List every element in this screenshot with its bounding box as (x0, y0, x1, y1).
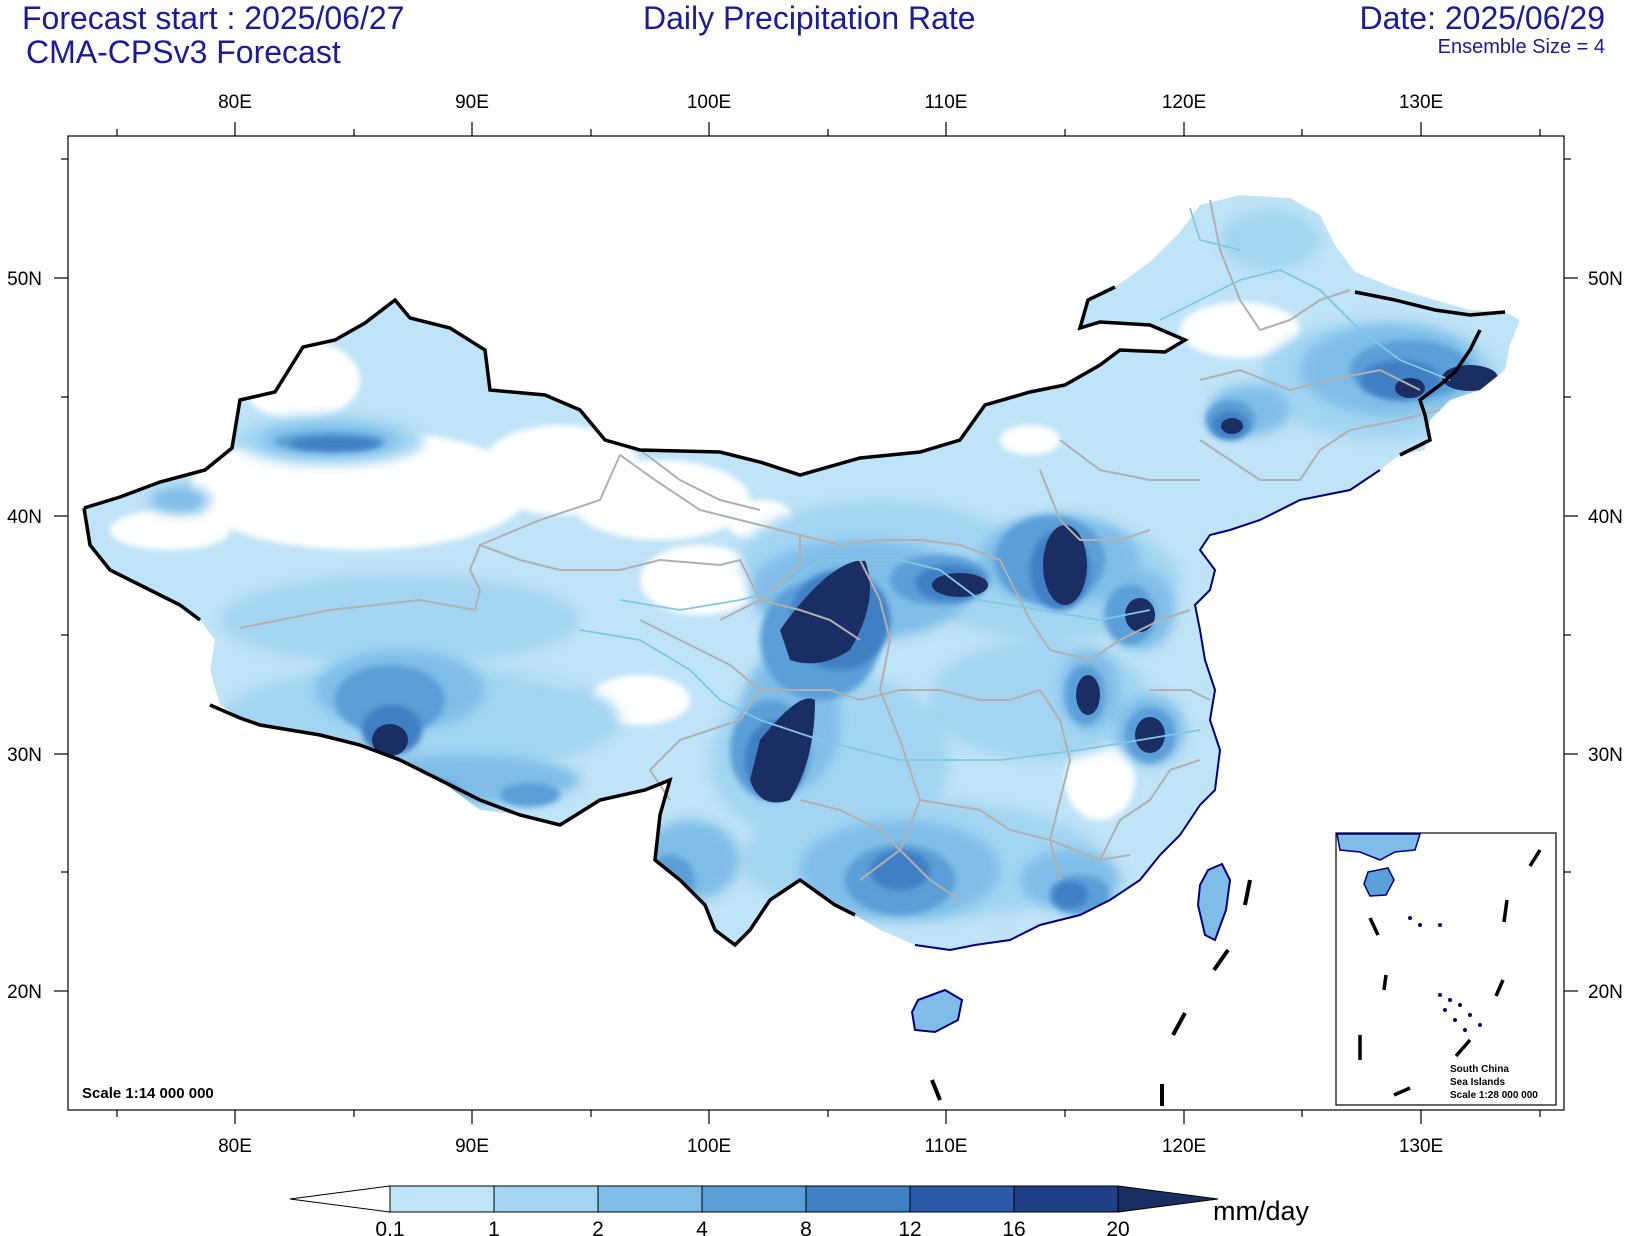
south-china-sea-inset: South China Sea Islands Scale 1:28 000 0… (1335, 832, 1557, 1106)
lon-label: 100E (687, 1136, 731, 1157)
lat-label: 50N (1588, 269, 1623, 290)
inset-label-line3: Scale 1:28 000 000 (1450, 1090, 1538, 1101)
colorbar-level-label: 4 (696, 1218, 708, 1236)
national-border (82, 285, 1506, 948)
lon-label: 120E (1162, 1136, 1206, 1157)
lon-label: 80E (218, 1136, 252, 1157)
lat-labels-left: 50N 40N 30N 20N (7, 269, 42, 1003)
valid-date-label: Date: 2025/06/29 (1359, 0, 1605, 36)
lon-label: 90E (455, 1136, 489, 1157)
lon-label: 80E (218, 92, 252, 113)
colorbar-unit-label: mm/day (1213, 1196, 1310, 1226)
ensemble-size-label: Ensemble Size = 4 (1437, 36, 1605, 58)
colorbar: 0.1 1 2 4 8 12 16 20 (289, 1185, 1219, 1236)
hainan-island (910, 988, 964, 1034)
plot-title: Daily Precipitation Rate (643, 0, 976, 36)
inset-label-line2: Sea Islands (1450, 1077, 1505, 1088)
lon-label: 110E (925, 1136, 968, 1157)
colorbar-level-label: 8 (800, 1218, 812, 1236)
colorbar-box (1013, 1185, 1119, 1213)
taiwan-island (1196, 862, 1232, 942)
colorbar-level-label: 1 (488, 1218, 500, 1236)
lon-label: 130E (1399, 92, 1443, 113)
colorbar-box (493, 1185, 599, 1213)
model-name-label: CMA-CPSv3 Forecast (26, 34, 341, 70)
colorbar-box (701, 1185, 807, 1213)
colorbar-level-label: 12 (898, 1218, 921, 1236)
lon-label: 110E (925, 92, 968, 113)
lat-label: 30N (7, 745, 42, 766)
lat-label: 30N (1588, 745, 1623, 766)
lat-label: 50N (7, 269, 42, 290)
map-scale-label: Scale 1:14 000 000 (82, 1085, 214, 1102)
lon-label: 130E (1399, 1136, 1443, 1157)
lon-label: 100E (687, 92, 731, 113)
rivers (579, 207, 1451, 761)
lat-label: 20N (1588, 982, 1623, 1003)
forecast-start-label: Forecast start : 2025/06/27 (22, 0, 405, 36)
colorbar-box (389, 1185, 495, 1213)
lat-label: 40N (1588, 507, 1623, 528)
lat-label: 20N (7, 982, 42, 1003)
lon-label: 120E (1162, 92, 1206, 113)
map-ticks (54, 122, 1578, 1124)
colorbar-level-label: 0.1 (375, 1218, 404, 1236)
lon-label: 90E (455, 92, 489, 113)
colorbar-box (909, 1185, 1015, 1213)
colorbar-level-label: 20 (1106, 1218, 1129, 1236)
inset-label-line1: South China (1450, 1064, 1509, 1075)
colorbar-level-label: 16 (1002, 1218, 1025, 1236)
lon-labels-bottom: 80E 90E 100E 110E 120E 130E (218, 1136, 1443, 1157)
lon-labels-top: 80E 90E 100E 110E 120E 130E (218, 92, 1443, 113)
colorbar-low-triangle (289, 1185, 391, 1213)
lat-labels-right: 50N 40N 30N 20N (1588, 269, 1623, 1003)
dash-line-segments (930, 879, 1252, 1106)
lat-label: 40N (7, 507, 42, 528)
colorbar-high-triangle (1117, 1185, 1219, 1213)
province-boundaries (239, 199, 1441, 901)
colorbar-box (597, 1185, 703, 1213)
colorbar-box (805, 1185, 911, 1213)
coastline (914, 469, 1381, 952)
colorbar-level-label: 2 (592, 1218, 604, 1236)
